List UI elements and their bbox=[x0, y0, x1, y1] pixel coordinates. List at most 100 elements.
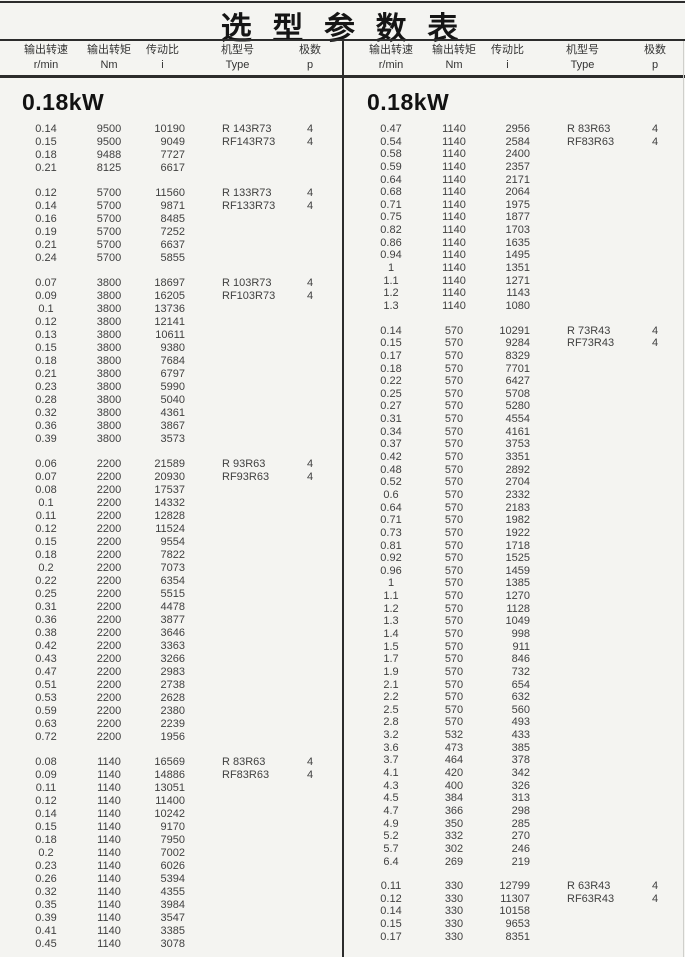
column-header-label: 输出转速 bbox=[24, 44, 68, 56]
table-cell bbox=[530, 603, 635, 616]
table-cell: 14332 bbox=[154, 497, 185, 509]
table-row: 0.81 570 1718 bbox=[345, 540, 685, 553]
table-cell bbox=[290, 549, 330, 562]
table-right-half: 0.18kW 0.47 1140 2956 R 83R63 4 0.54 1140 2584 R… bbox=[345, 82, 685, 955]
table-cell: RF83R63 bbox=[222, 769, 270, 781]
table-cell bbox=[185, 627, 290, 640]
table-row: 0.08 2200 17537 bbox=[0, 484, 340, 497]
table-cell: 3646 bbox=[160, 627, 185, 639]
table-cell: 3800 bbox=[96, 303, 122, 315]
table-cell: 1718 bbox=[505, 539, 530, 552]
table-row: 0.07 2200 20930 RF93R63 4 bbox=[0, 471, 340, 484]
table-cell: 0.64 bbox=[380, 173, 402, 186]
table-cell bbox=[635, 729, 675, 742]
table-cell: 1140 bbox=[442, 236, 466, 249]
table-cell: 1140 bbox=[442, 186, 466, 199]
table-cell: 2584 bbox=[505, 135, 530, 148]
table-cell bbox=[635, 287, 675, 300]
table-cell: R 73R43 bbox=[567, 324, 611, 337]
table-cell: R 93R63 bbox=[222, 458, 266, 470]
table-cell: RF93R63 bbox=[222, 471, 270, 483]
table-row: 0.6 570 2332 bbox=[345, 489, 685, 502]
table-cell: 1635 bbox=[505, 236, 530, 249]
table-cell: 570 bbox=[444, 463, 464, 476]
table-cell: 11560 bbox=[155, 187, 185, 199]
table-cell bbox=[635, 350, 675, 363]
table-row: 0.52 570 2704 bbox=[345, 476, 685, 489]
table-cell: 1140 bbox=[442, 274, 466, 287]
table-cell: 1.9 bbox=[383, 665, 399, 678]
table-cell bbox=[290, 252, 330, 265]
table-cell bbox=[185, 666, 290, 679]
table-cell: 0.2 bbox=[38, 562, 54, 574]
table-cell: 0.27 bbox=[380, 400, 402, 413]
table-cell: 0.09 bbox=[35, 769, 57, 781]
table-cell: 3800 bbox=[96, 342, 122, 354]
table-cell bbox=[635, 464, 675, 477]
table-cell: 0.52 bbox=[380, 476, 402, 489]
table-cell: 12141 bbox=[154, 316, 185, 328]
table-cell: 1140 bbox=[97, 756, 121, 768]
table-cell bbox=[635, 615, 675, 628]
table-cell: 0.45 bbox=[35, 938, 57, 950]
table-cell: 0.08 bbox=[35, 756, 57, 768]
table-cell: 8351 bbox=[505, 930, 530, 943]
table-cell bbox=[290, 886, 330, 899]
table-row: 0.23 3800 5990 bbox=[0, 381, 340, 394]
table-cell bbox=[185, 795, 290, 808]
table-row: 0.31 2200 4478 bbox=[0, 601, 340, 614]
table-cell bbox=[635, 704, 675, 717]
table-cell: R 63R43 bbox=[567, 880, 611, 893]
row-group: 0.47 1140 2956 R 83R63 4 0.54 1140 2584 RF83R63 4… bbox=[345, 123, 685, 313]
table-row: 0.26 1140 5394 bbox=[0, 873, 340, 886]
table-cell: 10158 bbox=[499, 905, 530, 918]
table-cell: 332 bbox=[444, 830, 464, 843]
table-cell bbox=[290, 782, 330, 795]
table-cell bbox=[530, 830, 635, 843]
table-cell bbox=[530, 451, 635, 464]
table-row: 0.14 5700 9871 RF133R73 4 bbox=[0, 200, 340, 213]
table-cell bbox=[530, 464, 635, 477]
table-cell: 17537 bbox=[154, 484, 185, 496]
table-cell: 385 bbox=[511, 741, 530, 754]
table-row: 0.12 5700 11560 R 133R73 4 bbox=[0, 187, 340, 200]
table-cell bbox=[635, 905, 675, 918]
table-cell: 2200 bbox=[96, 601, 122, 613]
table-cell bbox=[530, 199, 635, 212]
table-cell: 14886 bbox=[154, 769, 185, 781]
table-cell: 298 bbox=[511, 804, 530, 817]
table-cell: 1.3 bbox=[383, 615, 399, 628]
table-cell: 3.6 bbox=[383, 741, 399, 754]
table-cell: 0.37 bbox=[380, 438, 402, 451]
table-cell bbox=[185, 549, 290, 562]
table-cell bbox=[530, 300, 635, 313]
table-row: 0.12 2200 11524 bbox=[0, 523, 340, 536]
table-cell: 1351 bbox=[505, 262, 530, 275]
table-cell bbox=[290, 407, 330, 420]
table-cell: 2.8 bbox=[383, 716, 399, 729]
table-cell: 1 bbox=[387, 262, 395, 275]
table-cell bbox=[185, 588, 290, 601]
table-cell: 2200 bbox=[96, 458, 122, 470]
table-cell bbox=[290, 860, 330, 873]
table-cell: 7252 bbox=[160, 226, 185, 238]
table-cell bbox=[530, 666, 635, 679]
table-cell bbox=[530, 780, 635, 793]
table-cell: 12799 bbox=[499, 880, 530, 893]
table-cell bbox=[530, 691, 635, 704]
table-cell: 1.2 bbox=[383, 287, 399, 300]
table-cell: 4 bbox=[651, 324, 659, 337]
table-cell bbox=[635, 540, 675, 553]
table-cell bbox=[530, 540, 635, 553]
table-cell bbox=[530, 754, 635, 767]
table-cell bbox=[290, 316, 330, 329]
table-cell bbox=[290, 627, 330, 640]
table-row: 0.59 1140 2357 bbox=[345, 161, 685, 174]
table-cell: 0.14 bbox=[35, 808, 57, 820]
table-cell: 1459 bbox=[505, 564, 530, 577]
table-cell bbox=[185, 355, 290, 368]
table-cell: 4 bbox=[306, 458, 314, 470]
table-cell: 5280 bbox=[505, 400, 530, 413]
table-cell: 1495 bbox=[505, 249, 530, 262]
